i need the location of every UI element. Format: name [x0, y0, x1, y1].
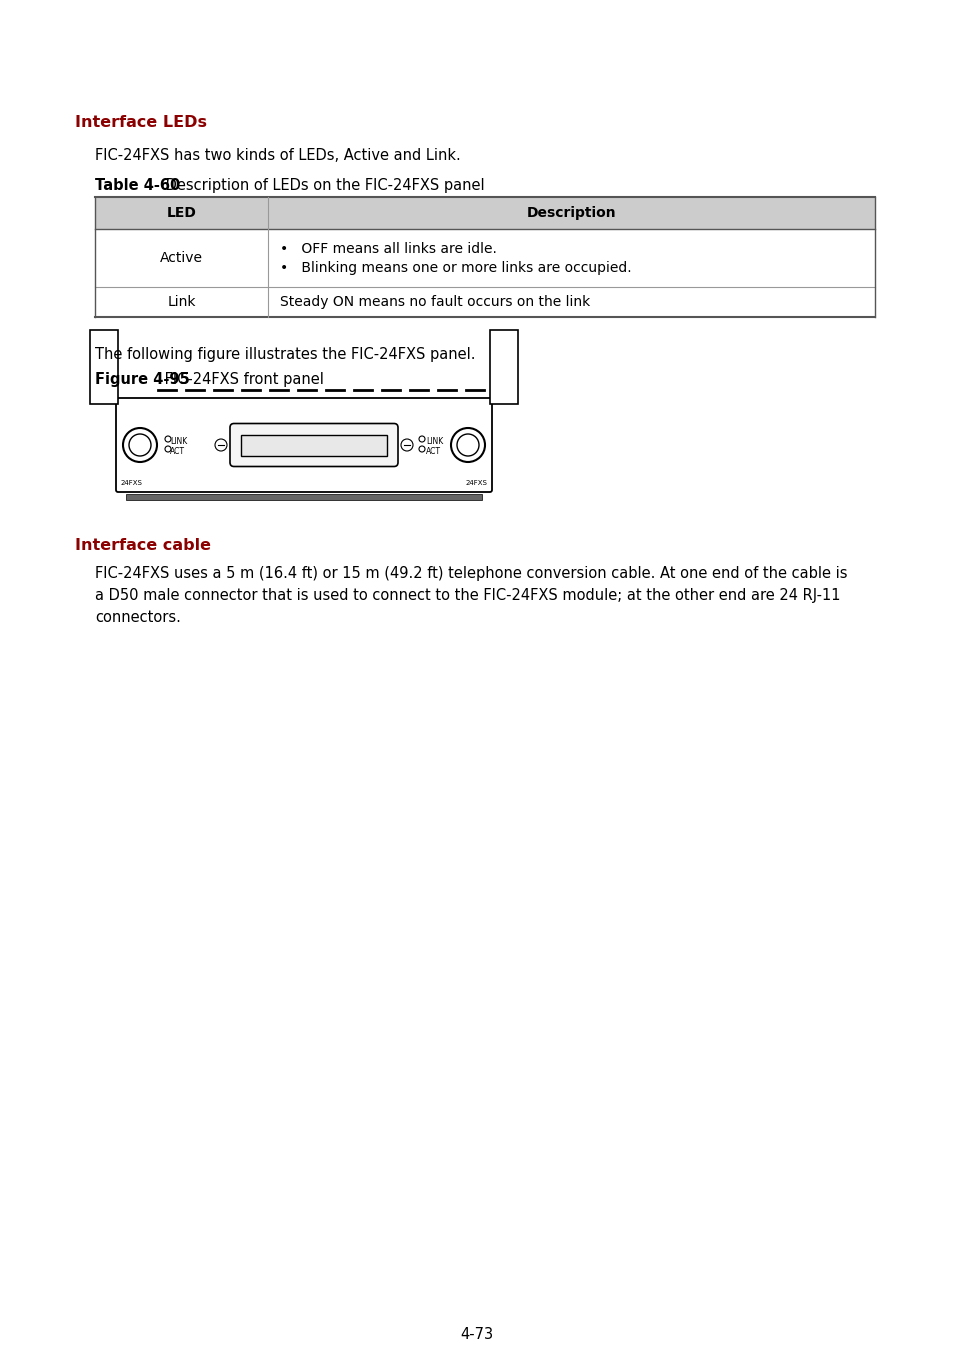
Text: ACT: ACT	[170, 447, 185, 456]
Text: Description of LEDs on the FIC-24FXS panel: Description of LEDs on the FIC-24FXS pan…	[161, 178, 484, 193]
Text: connectors.: connectors.	[95, 610, 181, 625]
Bar	[90, 329, 118, 404]
Circle shape	[418, 446, 424, 452]
Text: LINK: LINK	[170, 437, 187, 446]
Bar	[490, 329, 517, 404]
Text: ACT: ACT	[426, 447, 440, 456]
Text: LINK: LINK	[426, 437, 443, 446]
FancyBboxPatch shape	[116, 398, 492, 491]
Text: Table 4-60: Table 4-60	[95, 178, 180, 193]
Circle shape	[165, 446, 171, 452]
Text: •   Blinking means one or more links are occupied.: • Blinking means one or more links are o…	[280, 261, 631, 275]
Text: The following figure illustrates the FIC-24FXS panel.: The following figure illustrates the FIC…	[95, 347, 475, 362]
Text: FIC-24FXS has two kinds of LEDs, Active and Link.: FIC-24FXS has two kinds of LEDs, Active …	[95, 148, 460, 163]
FancyBboxPatch shape	[230, 424, 397, 467]
Circle shape	[400, 439, 413, 451]
Text: FIC-24FXS uses a 5 m (16.4 ft) or 15 m (49.2 ft) telephone conversion cable. At : FIC-24FXS uses a 5 m (16.4 ft) or 15 m (…	[95, 566, 846, 580]
Circle shape	[418, 436, 424, 441]
Text: Active: Active	[160, 251, 203, 265]
Text: Description: Description	[526, 207, 616, 220]
Text: Link: Link	[167, 296, 195, 309]
Circle shape	[456, 433, 478, 456]
Bar	[241, 435, 387, 455]
Text: Figure 4-95: Figure 4-95	[95, 373, 190, 387]
Circle shape	[123, 428, 157, 462]
Text: •   OFF means all links are idle.: • OFF means all links are idle.	[280, 242, 497, 256]
Text: LED: LED	[167, 207, 196, 220]
Text: 24FXS: 24FXS	[465, 481, 486, 486]
Circle shape	[129, 433, 151, 456]
Bar	[95, 197, 874, 230]
Text: Interface LEDs: Interface LEDs	[75, 115, 207, 130]
Text: FIC-24FXS front panel: FIC-24FXS front panel	[160, 373, 323, 387]
Circle shape	[451, 428, 484, 462]
Circle shape	[165, 436, 171, 441]
Text: Steady ON means no fault occurs on the link: Steady ON means no fault occurs on the l…	[280, 296, 590, 309]
Text: 24FXS: 24FXS	[121, 481, 143, 486]
Text: 4-73: 4-73	[460, 1327, 493, 1342]
Bar	[126, 494, 481, 499]
Circle shape	[214, 439, 227, 451]
Text: a D50 male connector that is used to connect to the FIC-24FXS module; at the oth: a D50 male connector that is used to con…	[95, 589, 840, 603]
Text: Interface cable: Interface cable	[75, 539, 211, 553]
